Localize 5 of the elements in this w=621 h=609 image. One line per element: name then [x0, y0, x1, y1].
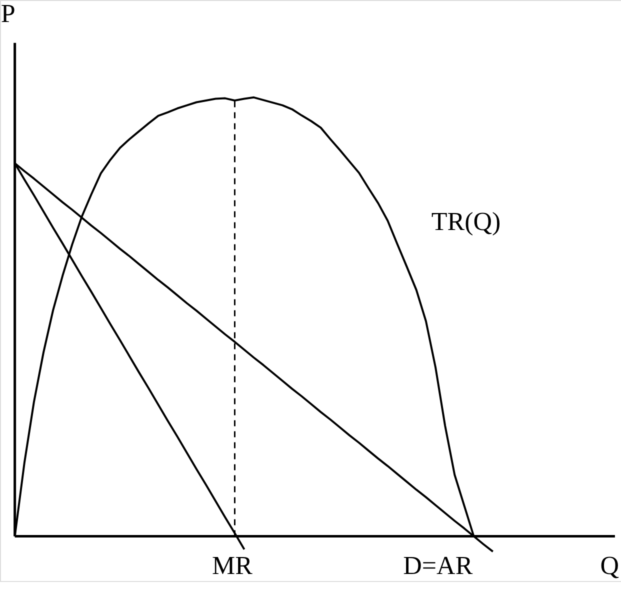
series-label: MR — [212, 551, 254, 580]
series-label: TR(Q) — [431, 207, 501, 236]
x-axis-title: Q — [600, 551, 620, 580]
series-label: D=AR — [403, 551, 474, 580]
y-axis-title: P — [0, 0, 16, 28]
